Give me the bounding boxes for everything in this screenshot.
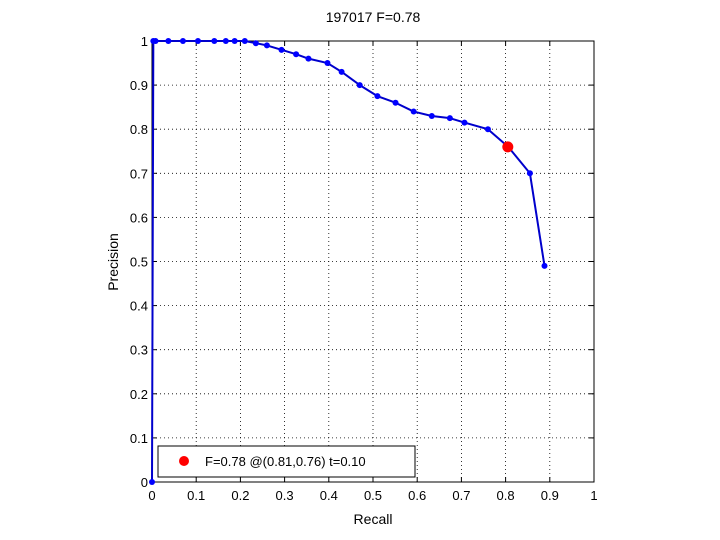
- y-tick-label: 0.6: [130, 210, 148, 225]
- data-point: [149, 479, 155, 485]
- data-point: [461, 119, 468, 126]
- data-point: [231, 38, 238, 44]
- y-tick-label: 0.2: [130, 387, 148, 402]
- y-tick-label: 0.1: [130, 431, 148, 446]
- x-tick-label: 0.3: [276, 488, 294, 503]
- x-axis-label: Recall: [354, 511, 393, 527]
- data-point: [278, 46, 285, 53]
- axis-ticks: 0 0.1 0.2 0.3 0.4 0.5 0.6 0.7 0.8 0.9 1 0 0.1 0.2 0.3 0…: [130, 34, 598, 503]
- data-point: [484, 126, 491, 133]
- x-tick-label: 0.2: [231, 488, 249, 503]
- x-tick-label: 0.8: [497, 488, 515, 503]
- data-point: [356, 82, 363, 89]
- data-point: [194, 38, 201, 44]
- y-tick-label: 1: [141, 34, 148, 49]
- data-point: [252, 40, 259, 47]
- x-tick-label: 0.5: [364, 488, 382, 503]
- data-point: [526, 170, 533, 177]
- x-tick-label: 0.9: [541, 488, 559, 503]
- x-tick-label: 0.4: [320, 488, 338, 503]
- x-tick-label: 0: [148, 488, 155, 503]
- y-axis-label: Precision: [105, 233, 121, 291]
- legend-label: F=0.78 @(0.81,0.76) t=0.10: [205, 454, 366, 469]
- y-tick-label: 0.7: [130, 166, 148, 181]
- best-f-point: [502, 141, 514, 153]
- series-line: [151, 40, 546, 483]
- grid: [152, 41, 594, 482]
- y-tick-label: 0.3: [130, 343, 148, 358]
- y-tick-label: 0.4: [130, 299, 148, 314]
- y-tick-label: 0.8: [130, 122, 148, 137]
- y-tick-label: 0.5: [130, 255, 148, 270]
- data-point: [241, 38, 248, 44]
- x-tick-label: 0.1: [187, 488, 205, 503]
- data-point: [293, 51, 300, 58]
- data-point: [152, 38, 159, 44]
- data-point: [446, 115, 453, 122]
- data-point: [410, 108, 417, 115]
- data-point: [211, 38, 218, 44]
- data-point: [374, 93, 381, 100]
- series-layer: [149, 38, 548, 485]
- x-tick-label: 1: [590, 488, 597, 503]
- x-tick-label: 0.7: [452, 488, 470, 503]
- legend: F=0.78 @(0.81,0.76) t=0.10: [157, 445, 416, 478]
- data-point: [263, 42, 270, 49]
- legend-marker: [179, 456, 189, 466]
- y-tick-label: 0.9: [130, 78, 148, 93]
- data-point: [428, 112, 435, 119]
- x-tick-label: 0.6: [408, 488, 426, 503]
- data-point: [179, 38, 186, 44]
- chart-title: 197017 F=0.78: [326, 9, 421, 25]
- data-point: [165, 38, 172, 44]
- data-point: [541, 262, 548, 269]
- data-point: [324, 60, 331, 67]
- data-point: [392, 99, 399, 106]
- y-tick-label: 0: [141, 475, 148, 490]
- data-point: [338, 68, 345, 75]
- data-point: [222, 38, 229, 44]
- legend-box: [157, 445, 416, 478]
- data-point: [305, 55, 312, 62]
